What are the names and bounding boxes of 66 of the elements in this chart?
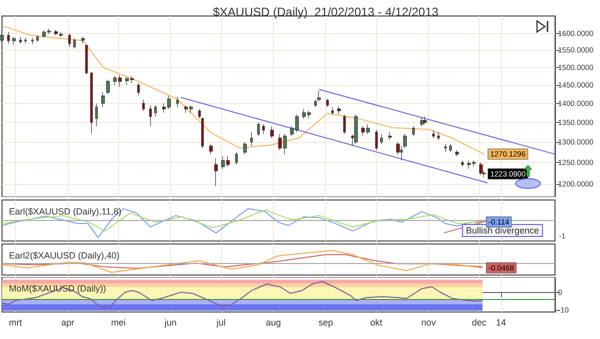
line-series bbox=[2, 280, 484, 308]
candlestick bbox=[101, 92, 105, 108]
candlestick bbox=[337, 106, 341, 115]
candlestick bbox=[90, 72, 93, 134]
candlestick bbox=[250, 132, 253, 146]
x-tick-label: jun bbox=[164, 318, 177, 328]
candlestick bbox=[73, 38, 76, 49]
chart-title: Earl($XAUUSD (Daily),11,8) bbox=[9, 206, 122, 216]
x-tick-label: dec bbox=[472, 318, 487, 328]
x-tick-label: aug bbox=[266, 318, 281, 328]
x-tick-label: sep bbox=[318, 318, 333, 328]
candlestick bbox=[270, 126, 274, 138]
candlestick bbox=[444, 144, 447, 152]
candlestick bbox=[479, 162, 483, 176]
candlestick bbox=[137, 82, 140, 96]
candlestick bbox=[461, 160, 464, 167]
candlestick bbox=[24, 37, 27, 44]
candlestick bbox=[257, 122, 260, 136]
chart-title: Earl2($XAUUSD (Daily),40) bbox=[9, 250, 120, 260]
candlestick bbox=[149, 104, 152, 126]
annotation: Bullish divergence bbox=[466, 226, 540, 236]
candlestick bbox=[209, 144, 213, 154]
candlestick bbox=[243, 142, 247, 154]
candlestick bbox=[235, 152, 238, 165]
candlestick bbox=[31, 37, 34, 44]
x-tick-label: 14 bbox=[496, 318, 506, 328]
candlestick bbox=[81, 36, 85, 44]
candlestick bbox=[412, 126, 415, 136]
candlestick bbox=[343, 114, 346, 134]
line-series bbox=[2, 25, 485, 155]
candlestick bbox=[85, 44, 88, 75]
candlestick bbox=[432, 130, 435, 138]
candlestick bbox=[375, 130, 378, 150]
x-tick-label: nov bbox=[421, 318, 436, 328]
candlestick bbox=[262, 124, 265, 134]
candlestick bbox=[420, 117, 424, 126]
candlestick bbox=[36, 34, 39, 42]
candlestick bbox=[7, 32, 10, 44]
candlestick bbox=[388, 132, 392, 140]
candlestick bbox=[54, 29, 58, 36]
candlestick bbox=[437, 132, 440, 140]
candlestick bbox=[95, 103, 98, 126]
x-tick-label: jul bbox=[216, 318, 226, 328]
candlestick bbox=[380, 134, 383, 144]
chart-title: $XAUUSD (Daily) 21/02/2013 - 4/12/2013 bbox=[213, 5, 439, 19]
candlestick bbox=[12, 36, 16, 46]
candlestick bbox=[68, 33, 71, 48]
candlestick bbox=[106, 79, 110, 94]
candlestick bbox=[176, 96, 179, 108]
candlestick bbox=[142, 99, 145, 112]
x-tick-label: okt bbox=[370, 318, 383, 328]
x-tick-label: mrt bbox=[8, 318, 22, 328]
candlestick bbox=[423, 116, 427, 125]
candlestick bbox=[154, 104, 157, 117]
text: MoM($XAUUSD (Daily)) bbox=[9, 284, 106, 294]
x-tick-label: mei bbox=[111, 318, 126, 328]
candlestick bbox=[455, 150, 459, 157]
candlestick bbox=[19, 36, 22, 44]
candlestick bbox=[331, 106, 334, 115]
candlestick bbox=[0, 33, 4, 42]
candlestick bbox=[59, 32, 63, 38]
candlestick bbox=[326, 98, 329, 108]
candlestick bbox=[214, 158, 218, 186]
candlestick bbox=[449, 144, 452, 152]
candlestick bbox=[354, 114, 358, 144]
x-tick-label: apr bbox=[61, 318, 74, 328]
